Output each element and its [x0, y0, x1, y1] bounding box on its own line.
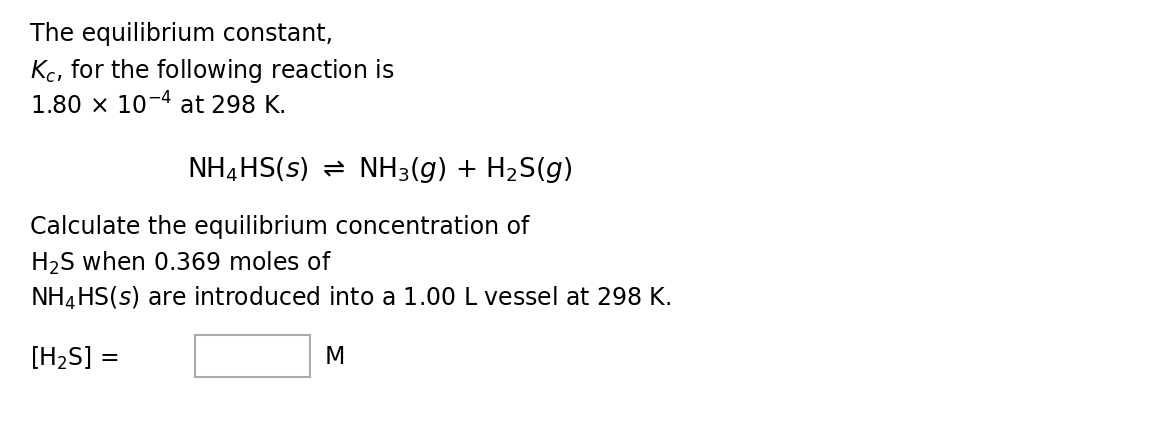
Text: Calculate the equilibrium concentration of: Calculate the equilibrium concentration …	[30, 215, 530, 239]
Text: [H$_2$S] =: [H$_2$S] =	[30, 345, 119, 372]
Text: 1.80 $\times$ 10$^{-4}$ at 298 K.: 1.80 $\times$ 10$^{-4}$ at 298 K.	[30, 92, 285, 119]
Text: H$_2$S when 0.369 moles of: H$_2$S when 0.369 moles of	[30, 250, 332, 277]
Text: NH$_4$HS($s$) are introduced into a 1.00 L vessel at 298 K.: NH$_4$HS($s$) are introduced into a 1.00…	[30, 285, 672, 312]
Text: NH$_4$HS($s$) $\rightleftharpoons$ NH$_3$($g$) + H$_2$S($g$): NH$_4$HS($s$) $\rightleftharpoons$ NH$_3…	[187, 155, 573, 185]
Text: $\mathit{K_c}$, for the following reaction is: $\mathit{K_c}$, for the following reacti…	[30, 57, 395, 85]
Text: M: M	[325, 345, 346, 369]
Text: The equilibrium constant,: The equilibrium constant,	[30, 22, 333, 46]
FancyBboxPatch shape	[196, 335, 310, 377]
